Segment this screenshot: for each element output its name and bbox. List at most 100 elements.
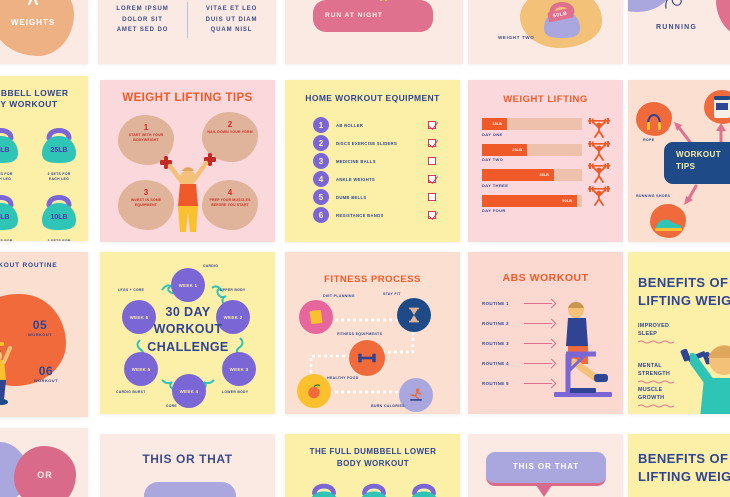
card-lorem[interactable]: LOREM IPSUM DOLOR SIT AMET SED DO VITAE … [98, 0, 276, 64]
abs-routine-label: ROUTINE 5 [482, 380, 510, 386]
arrow-icon [524, 380, 558, 386]
runner-icon [379, 0, 388, 2]
checkbox[interactable] [428, 121, 436, 129]
bar-track: 35LB [482, 169, 582, 181]
bar-row: 50LB DAY FOUR [482, 194, 612, 213]
bar-fill: 25LB [482, 143, 527, 156]
kettlebell-sets: 3 SETS FOR EACH LEG [0, 239, 30, 241]
full-workout-title-line-2: BODY WORKOUT [336, 458, 410, 468]
kettlebell-weight-label: 65LB [0, 214, 10, 221]
abs-title: ABS WORKOUT [502, 272, 589, 284]
card-run-at-night[interactable]: RUN AT NIGHT [285, 0, 463, 64]
kettlebell-sets: 3 SETS FOR EACH LEG [30, 239, 88, 241]
shoes-blob [650, 204, 686, 238]
benefits-title-line-1: BENEFITS OF [638, 275, 729, 290]
tip-blob-3: 3 INVEST IN SOME EQUIPMENT [118, 180, 174, 230]
card-this-or-that[interactable]: THIS OR THAT [100, 434, 275, 497]
card-benefits-of-lifting-2[interactable]: BENEFITS OF LIFTING WEIGHTS [628, 434, 730, 497]
card-kettlebell-sold[interactable]: 50LB WEIGHT ONE WEIGHT TWO [468, 0, 623, 64]
bar-fill: 35LB [482, 169, 554, 181]
process-icon-stay-fit [397, 298, 431, 332]
running-shoe-icon [655, 219, 682, 231]
bar-row: 35LB DAY THREE [482, 169, 612, 188]
challenge-node-week-6[interactable]: WEEK 6 [122, 300, 156, 334]
workout-tips-title: WORKOUT TIPS [676, 149, 730, 172]
process-label-burn-calories: BURN CALORIES [371, 404, 405, 408]
card-weights[interactable]: WEIGHTS [0, 0, 88, 64]
card-workout-routine[interactable]: WORKOUT ROUTINE 03 WORKOUT 05 WORKOUT 06… [0, 252, 88, 417]
abs-routine-row: ROUTINE 4 [482, 360, 558, 366]
list-item[interactable]: 2 DISCS EXERCISE SLIDERS [313, 134, 438, 152]
challenge-node-week-1[interactable]: WEEK 1 [171, 268, 205, 302]
checkbox[interactable] [428, 157, 436, 165]
dumbbell-title: DUMBBELL LOWER BODY WORKOUT [0, 88, 88, 111]
list-item[interactable]: 1 AB ROLLER [313, 116, 438, 134]
arrow-icon [524, 340, 558, 346]
card-weight-lifting-tips[interactable]: WEIGHT LIFTING TIPS 1 START WITH YOUR BO… [100, 80, 275, 242]
lifter-icon-row [586, 140, 612, 164]
list-item[interactable]: 5 DUMB BELLS [313, 188, 438, 206]
process-icon-fitness-equipments [349, 340, 385, 376]
card-workout-tips[interactable]: ROPE RUNNING SHOES [628, 80, 730, 242]
workout-tips-line-2: TIPS [676, 161, 696, 171]
card-dumbbell-lower-body[interactable]: DUMBBELL LOWER BODY WORKOUT 15LB 3 SETS … [0, 76, 88, 241]
challenge-node-week-5[interactable]: WEEK 5 [124, 352, 158, 386]
benefit-line-1: MENTAL [638, 363, 662, 369]
dumbbell-title-line-2: BODY WORKOUT [0, 99, 58, 110]
barbell-lifter-icon [588, 185, 610, 206]
item-number: 2 [313, 135, 329, 151]
routine-label: WORKOUT [28, 332, 52, 337]
card-or[interactable]: OR [0, 428, 88, 497]
bar-value-label: 35LB [539, 173, 549, 177]
checkbox[interactable] [428, 139, 436, 147]
challenge-node-week-3[interactable]: WEEK 3 [222, 352, 256, 386]
routine-number: 06 [38, 364, 54, 378]
benefits-title-line-2: LIFTING WEIGHTS [638, 292, 730, 308]
card-30-day-challenge[interactable]: WEEK 1 CARDIO WEEK 2 UPPER BODY WEEK 3 L… [100, 252, 275, 414]
supplement-blob [704, 90, 730, 124]
sets-line-1: 3 SETS FOR [0, 238, 13, 241]
item-number: 5 [313, 189, 329, 205]
item-name: DISCS EXERCISE SLIDERS [336, 140, 398, 146]
tip-number: 1 [143, 123, 149, 132]
bar-chart: 15LB DAY ONE 25LB DAY TWO 35LB [482, 118, 612, 220]
mat-shape [144, 482, 236, 497]
challenge-title-line-3: CHALLENGE [147, 339, 229, 354]
checkbox[interactable] [428, 193, 436, 201]
squiggle-underline-icon [638, 380, 675, 384]
challenge-caption-week-5: CARDIO BURST [116, 390, 146, 394]
lifter-icon-row [586, 185, 612, 209]
list-item[interactable]: 3 MEDICINE BALLS [313, 152, 438, 170]
card-fitness-process[interactable]: FITNESS PROCESS DIET PLANNING STAY FIT [285, 252, 460, 414]
card-benefits-of-lifting[interactable]: BENEFITS OF LIFTING WEIGHTS IMPROVED SLE… [628, 252, 730, 414]
card-full-dumbbell-workout[interactable]: THE FULL DUMBBELL LOWER BODY WORKOUT [285, 434, 460, 497]
weights-label: WEIGHTS [10, 18, 56, 27]
routine-number: 05 [32, 318, 48, 332]
list-item[interactable]: 4 ANKLE WEIGHTS [313, 170, 438, 188]
card-this-or-that-bubble[interactable]: THIS OR THAT [468, 434, 623, 497]
kettlebell-item: 15LB 3 SETS FOR EACH LEG [0, 122, 30, 183]
kettlebell-icon [361, 483, 387, 497]
node-label: WEEK 2 [223, 314, 243, 320]
curly-arrow-icon [665, 0, 682, 9]
card-weight-lifting-chart[interactable]: WEIGHT LIFTING 15LB DAY ONE 25LB DAY TWO [468, 80, 623, 242]
process-icon-healthy-food [297, 374, 331, 408]
person-lifting-icon [690, 345, 730, 414]
item-number: 3 [313, 153, 329, 169]
kettlebell-item: 10LB 3 SETS FOR EACH LEG [30, 189, 88, 241]
challenge-node-week-2[interactable]: WEEK 2 [216, 300, 250, 334]
card-running[interactable]: RUNNING [628, 0, 730, 64]
card-abs-workout[interactable]: ABS WORKOUT ROUTINE 1 ROUTINE 2 ROUTINE … [468, 252, 623, 414]
challenge-node-week-4[interactable]: WEEK 4 [172, 374, 206, 408]
tip-blob-4: 4 PREP YOUR MUSCLES BEFORE YOU START [202, 180, 258, 230]
weight-two-label: WEIGHT TWO [498, 35, 535, 40]
tips-title: WEIGHT LIFTING TIPS [122, 92, 253, 104]
card-home-workout-equipment[interactable]: HOME WORKOUT EQUIPMENT 1 AB ROLLER 2 DIS… [285, 80, 460, 242]
equipment-title: HOME WORKOUT EQUIPMENT [305, 93, 440, 103]
list-item[interactable]: 6 RESISTANCE BANDS [313, 206, 438, 224]
benefits-title: BENEFITS OF LIFTING WEIGHTS [638, 274, 730, 309]
checkbox[interactable] [428, 211, 436, 219]
rope-caption: ROPE [643, 138, 655, 142]
checkbox[interactable] [428, 175, 436, 183]
